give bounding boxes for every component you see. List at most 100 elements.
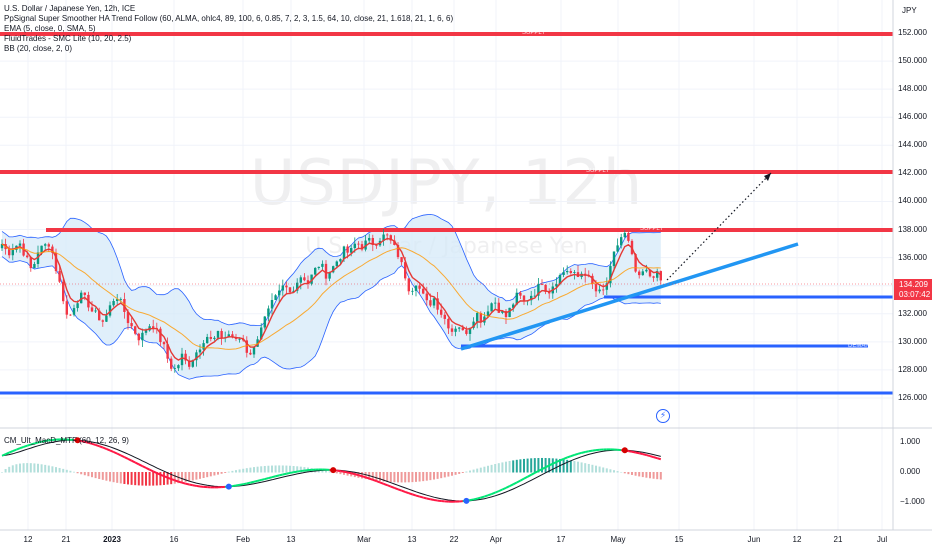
indicator-legend-3[interactable]: FluidTrades - SMC Lite (10, 20, 2.5) [4, 34, 132, 43]
candle [249, 349, 252, 356]
macd-line-segment [1, 453, 7, 457]
indicator-legend-4[interactable]: BB (20, close, 2, 0) [4, 44, 73, 53]
macd-line-segment [163, 475, 168, 479]
macd-histogram-bar [404, 472, 407, 483]
macd-histogram-bar [249, 467, 252, 473]
candle [112, 298, 115, 307]
macd-histogram-bar [242, 468, 245, 473]
candle [317, 266, 320, 270]
macd-histogram-bar [209, 472, 212, 477]
candle [641, 268, 644, 276]
macd-histogram-bar [260, 466, 263, 473]
candle [314, 267, 317, 277]
macd-line-segment [401, 489, 406, 493]
candle [281, 279, 284, 296]
macd-histogram-bar [623, 472, 626, 474]
macd-histogram-bar [22, 463, 25, 473]
candle [80, 290, 83, 304]
candle [566, 265, 569, 275]
macd-histogram-bar [645, 472, 648, 478]
candle [170, 356, 173, 372]
macd-line-segment [109, 449, 115, 453]
macd-line-segment [80, 440, 86, 443]
symbol-title[interactable]: U.S. Dollar / Japanese Yen, 12h, ICE [4, 4, 136, 13]
macd-histogram-bar [80, 472, 83, 475]
macd-line-segment [271, 475, 276, 479]
price-tick-label: 138.000 [898, 224, 927, 234]
candle [544, 284, 547, 295]
price-tick-label: 150.000 [898, 56, 927, 66]
macd-line-segment [45, 439, 49, 442]
macd-histogram-bar [184, 472, 187, 482]
macd-histogram-bar [627, 472, 630, 475]
candle [245, 336, 248, 358]
macd-line-segment [412, 493, 417, 497]
candle [0, 239, 4, 251]
macd-histogram-bar [425, 472, 428, 481]
macd-line-segment [152, 470, 158, 474]
current-price-value: 134.209 [899, 280, 928, 289]
macd-cross-dot [74, 437, 81, 444]
macd-histogram-bar [256, 466, 259, 473]
candle [101, 319, 104, 327]
candle [184, 350, 187, 365]
macd-line-segment [563, 456, 568, 460]
macd-histogram-bar [69, 470, 72, 473]
osc-level-1: 1.000 [900, 437, 921, 446]
candle [432, 296, 436, 309]
macd-histogram-bar [458, 472, 461, 474]
macd-line-segment [419, 495, 424, 499]
time-tick-label: 22 [449, 535, 459, 544]
candle [472, 317, 475, 330]
macd-histogram-bar [141, 472, 144, 486]
price-tick-label: 142.000 [898, 168, 927, 178]
macd-histogram-bar [145, 472, 147, 486]
candle [270, 293, 274, 315]
macd-histogram-bar [173, 472, 176, 484]
candle [44, 242, 47, 251]
candle [605, 277, 608, 296]
macd-line-segment [174, 479, 179, 483]
indicator-legend-1[interactable]: PpSignal Super Smoother HA Trend Follow … [4, 14, 454, 23]
macd-cross-dot [621, 447, 628, 454]
macd-histogram-bar [195, 472, 198, 480]
macd-line-segment [537, 468, 543, 472]
macd-histogram-bar [472, 469, 475, 473]
candle [105, 309, 108, 322]
projection-arrow-line[interactable] [666, 172, 772, 281]
candle [411, 287, 414, 296]
candle [382, 229, 385, 246]
macd-line-segment [358, 474, 363, 478]
macd-histogram-bar [418, 472, 421, 482]
macd-histogram-bar [577, 461, 579, 473]
macd-line-segment [430, 498, 435, 501]
macd-histogram-bar [343, 472, 345, 475]
macd-line-segment [516, 479, 521, 484]
price-tick-label: 144.000 [898, 140, 927, 150]
candle [450, 324, 454, 336]
candle [533, 289, 536, 298]
macd-histogram-bar [523, 458, 525, 473]
price-tick-label: 136.000 [898, 252, 927, 262]
candle [422, 283, 425, 295]
ema-line [1, 237, 662, 363]
macd-line-segment [350, 472, 356, 476]
candle [555, 277, 558, 293]
macd-histogram-bar [1, 472, 3, 473]
macd-histogram-bar [515, 459, 518, 473]
indicator-legend-2[interactable]: EMA (5, close, 0, SMA, 5) [4, 24, 96, 33]
macd-line-segment [480, 495, 485, 499]
macd-histogram-bar [501, 462, 504, 473]
macd-histogram-bar [123, 472, 126, 484]
support-trendline[interactable] [460, 242, 799, 351]
oscillator-legend[interactable]: CM_Ult_MacD_MTF (60, 12, 26, 9) [4, 436, 129, 445]
lightning-icon[interactable]: ⚡ [656, 409, 670, 423]
time-tick-label: Mar [357, 535, 371, 544]
price-tick-label: 132.000 [898, 308, 927, 318]
candle [490, 302, 493, 312]
macd-histogram-bar [461, 472, 464, 473]
macd-histogram-bar [451, 472, 453, 476]
macd-line-segment [638, 452, 644, 456]
macd-histogram-bar [566, 459, 569, 473]
